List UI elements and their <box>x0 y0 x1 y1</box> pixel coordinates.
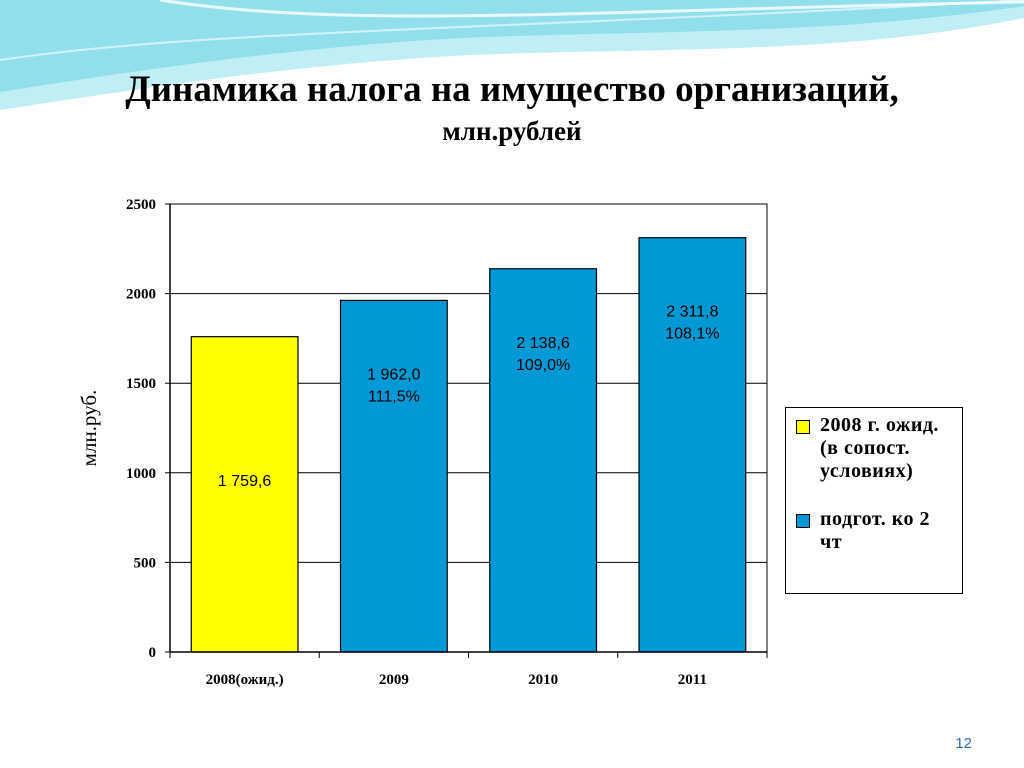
y-tick-label: 1000 <box>126 466 156 482</box>
chart-legend: 2008 г. ожид.(в сопост. условиях) подгот… <box>785 407 963 594</box>
bar-2009 <box>339 299 448 653</box>
background-wave-decoration <box>0 0 1024 110</box>
y-tick-label: 0 <box>149 645 157 661</box>
legend-label-second-reading: подгот. ко 2 чт <box>820 508 930 553</box>
data-label: 2 138,6 <box>516 335 569 352</box>
data-label: 108,1% <box>665 326 719 343</box>
x-category-label: 2010 <box>528 672 558 688</box>
slide-subtitle: млн.рублей <box>442 116 582 146</box>
page-number: 12 <box>955 735 972 752</box>
data-label: 1 759,6 <box>218 473 271 490</box>
x-category-label: 2009 <box>379 672 409 688</box>
slide-title: Динамика налога на имущество организаций… <box>125 69 899 110</box>
bar-2008(ожид.) <box>190 336 299 653</box>
x-category-label: 2008(ожид.) <box>206 672 284 688</box>
x-category-label: 2011 <box>678 672 707 688</box>
data-label: 109,0% <box>516 357 570 374</box>
legend-swatch-blue <box>796 514 810 528</box>
data-label: 1 962,0 <box>367 366 420 383</box>
bar-2011 <box>638 237 747 653</box>
data-label: 111,5% <box>368 388 420 405</box>
legend-swatch-yellow <box>796 420 810 434</box>
legend-label-2008: 2008 г. ожид.(в сопост. условиях) <box>820 414 939 482</box>
bar-2010 <box>489 268 598 653</box>
y-tick-label: 2000 <box>126 287 156 303</box>
y-axis-label: млн.руб. <box>77 390 101 467</box>
y-tick-label: 500 <box>134 555 157 571</box>
y-tick-label: 1500 <box>126 376 156 392</box>
data-label: 2 311,8 <box>666 304 718 321</box>
y-tick-label: 2500 <box>126 197 156 213</box>
